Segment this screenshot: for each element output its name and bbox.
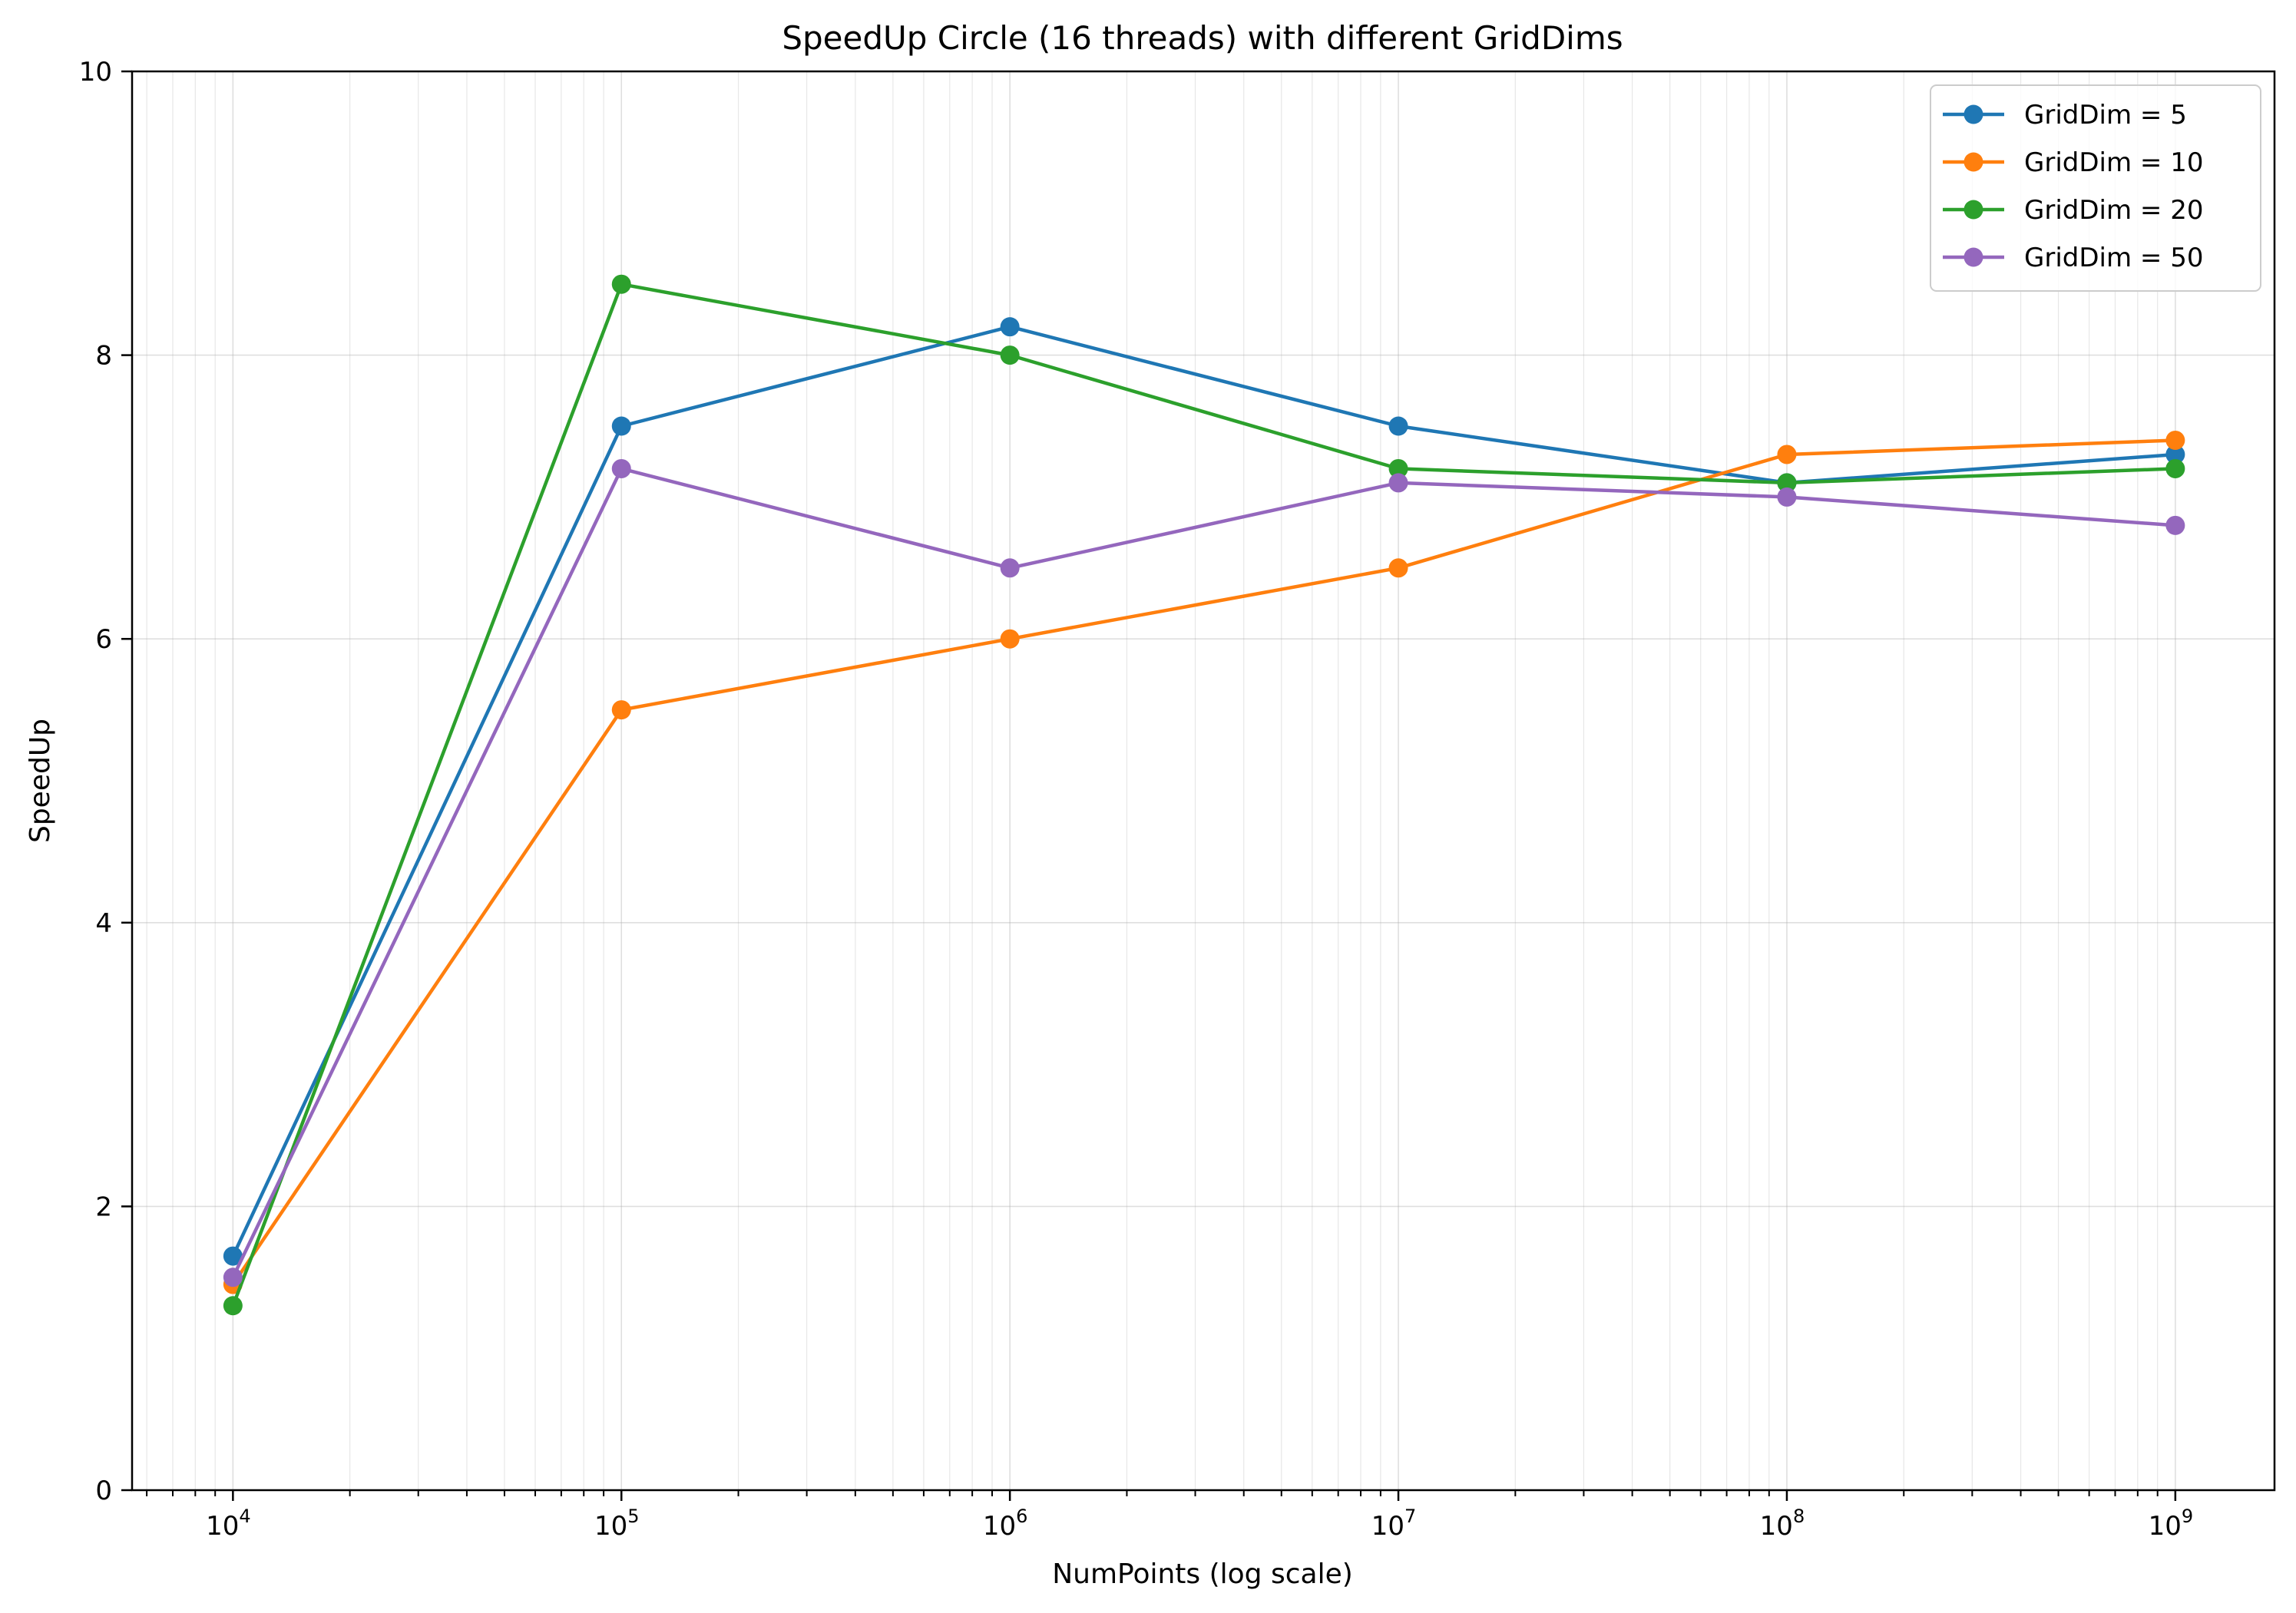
y-tick-label: 4 [95,908,112,939]
x-tick-label: 106 [983,1506,1028,1542]
x-tick-label: 107 [1371,1506,1417,1542]
chart-title: SpeedUp Circle (16 threads) with differe… [782,19,1623,57]
data-point [1777,487,1797,507]
data-point [611,700,631,720]
data-point [611,274,631,294]
data-point [1000,629,1020,649]
legend-marker [1964,104,1983,124]
legend-marker [1964,200,1983,220]
data-point [223,1296,243,1316]
series-line [231,282,2175,1307]
data-point [1000,558,1020,578]
data-point [1388,558,1408,578]
x-tick-label: 104 [206,1506,251,1542]
grid [132,71,2274,1491]
legend-marker [1964,247,1983,267]
data-point [611,416,631,436]
legend-box [1930,84,2261,292]
legend-item: GridDim = 10 [1943,147,2203,178]
data-point [2165,445,2185,464]
series-lines [223,274,2185,1316]
legend-item: GridDim = 20 [1943,195,2203,226]
legend-label: GridDim = 10 [2024,147,2203,178]
series-line [231,438,2175,1286]
y-tick-label: 10 [79,57,112,88]
data-point [611,458,631,478]
x-tick-label: 109 [2149,1506,2194,1542]
series-line [231,325,2176,1258]
x-tick-label: 108 [1760,1506,1805,1542]
data-point [2165,430,2185,450]
y-axis-label: SpeedUp [25,719,56,843]
data-point [2165,515,2185,535]
legend-label: GridDim = 5 [2024,100,2187,131]
series-3 [223,274,2185,1316]
legend-item: GridDim = 50 [1943,243,2203,273]
data-point [1777,445,1797,464]
legend-marker [1964,152,1983,172]
data-point [223,1246,243,1266]
y-tick-label: 8 [95,341,112,372]
legend-label: GridDim = 50 [2024,243,2203,273]
y-tick-label: 0 [95,1476,112,1506]
plot-frame [131,70,2276,1492]
data-point [223,1268,243,1287]
data-point [1388,473,1408,493]
x-axis-label: NumPoints (log scale) [1052,1558,1353,1590]
legend-item: GridDim = 5 [1943,100,2187,131]
y-tick-label: 2 [95,1192,112,1222]
x-tick-label: 105 [594,1506,640,1542]
data-point [1388,416,1408,436]
data-point [1000,345,1020,365]
series-line [231,467,2176,1278]
axis-ticks: 104 105 106 107 108 109 0 2 4 6 8 10 [79,57,2193,1542]
legend: GridDim = 5 GridDim = 10 GridDim = 20 GridD… [1930,84,2261,292]
y-tick-label: 6 [95,624,112,655]
data-point [1388,458,1408,478]
data-point [1000,317,1020,337]
data-point [1777,473,1797,493]
data-point [2165,458,2185,478]
legend-label: GridDim = 20 [2024,195,2203,226]
series-4 [223,458,2185,1287]
